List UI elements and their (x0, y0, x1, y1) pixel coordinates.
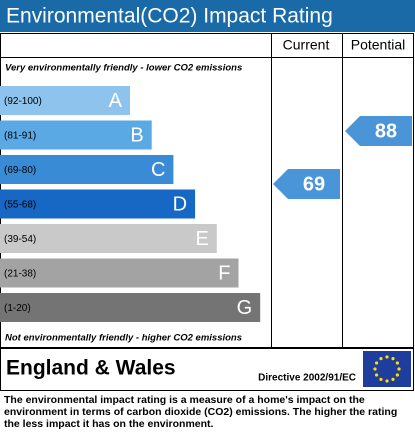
top-note: Very environmentally friendly - lower CO… (5, 63, 242, 74)
star (391, 377, 395, 381)
bottom-note: Not environmentally friendly - higher CO… (5, 333, 242, 344)
band-bar (0, 189, 196, 219)
band-range: (39-54) (4, 234, 36, 245)
directive: Directive 2002/91/EC (258, 373, 356, 384)
potential-arrow (345, 116, 412, 147)
band-bar (0, 120, 152, 150)
band-bar (0, 155, 174, 184)
potential-header: Potential (351, 37, 405, 53)
current-arrow (273, 169, 340, 199)
star (375, 361, 379, 365)
star (395, 361, 399, 365)
current-value: 69 (303, 173, 325, 195)
band-range: (55-68) (4, 200, 36, 211)
title: Environmental(CO2) Impact Rating (6, 5, 333, 28)
band-letter: F (218, 262, 230, 284)
band-letter: A (109, 90, 123, 112)
description: The environmental impact rating is a mea… (4, 394, 398, 430)
band-letter: D (173, 193, 187, 215)
title-bar (0, 0, 415, 32)
current-header: Current (283, 37, 330, 53)
band-letter: B (130, 124, 143, 146)
band-range: (81-91) (4, 131, 36, 142)
star (373, 367, 377, 371)
potential-value: 88 (375, 120, 397, 142)
region: England & Wales (6, 357, 176, 380)
star (379, 377, 383, 381)
band-range: (21-38) (4, 269, 36, 280)
band-bar (0, 293, 261, 322)
eu-flag (363, 351, 411, 387)
band-letter: E (195, 228, 208, 250)
band-bar (0, 258, 239, 288)
band-range: (1-20) (4, 303, 31, 314)
band-range: (69-80) (4, 165, 36, 176)
band-bar (0, 224, 217, 253)
star (385, 379, 389, 383)
footer-box (0, 348, 414, 391)
star (385, 355, 389, 359)
band-letter: C (151, 159, 165, 181)
star (397, 367, 401, 371)
band-bar (0, 86, 130, 115)
band-letter: G (237, 297, 253, 319)
star (395, 373, 399, 377)
star (379, 357, 383, 361)
band-range: (92-100) (4, 96, 42, 107)
star (391, 357, 395, 361)
star (375, 373, 379, 377)
